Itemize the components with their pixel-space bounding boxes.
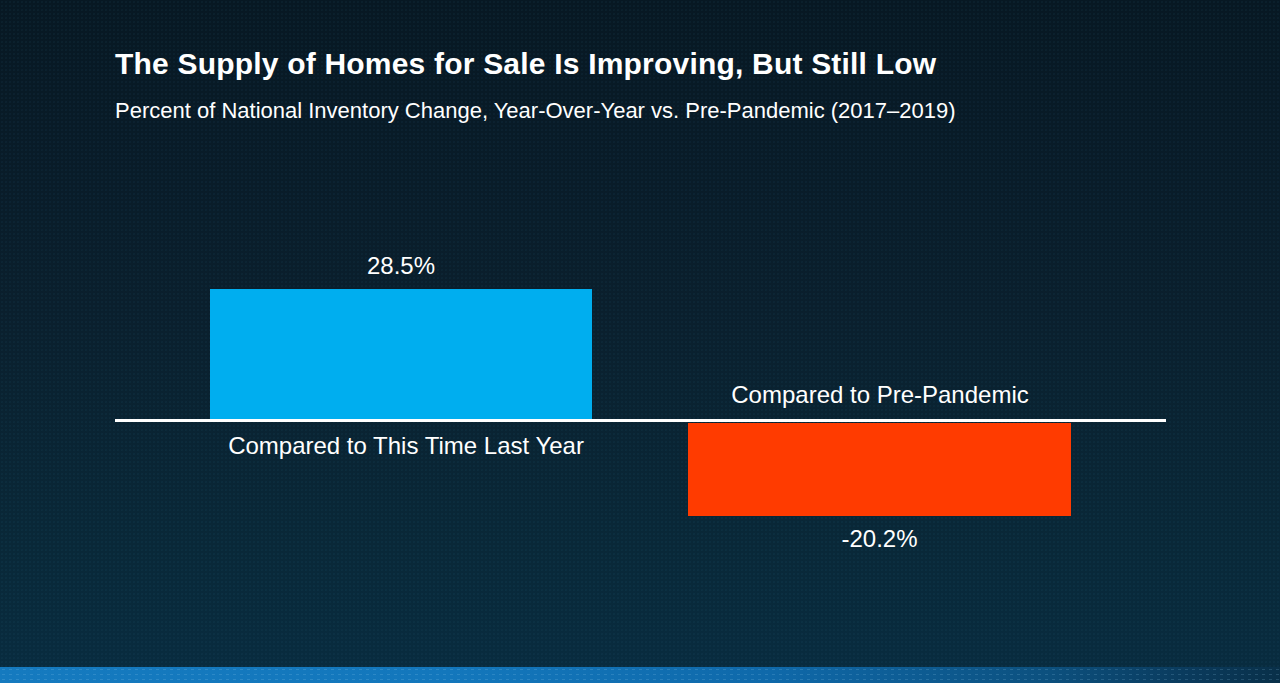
bar-negative-pre-pandemic	[688, 423, 1071, 516]
category-label-last-year: Compared to This Time Last Year	[151, 432, 661, 460]
bar-positive-last-year	[210, 289, 592, 420]
slide-canvas: The Supply of Homes for Sale Is Improvin…	[0, 0, 1280, 683]
zero-baseline-axis	[115, 419, 1166, 422]
chart-subtitle: Percent of National Inventory Change, Ye…	[115, 98, 956, 124]
footer-accent-bar	[0, 667, 1280, 683]
value-label-negative: -20.2%	[688, 525, 1071, 553]
category-label-pre-pandemic: Compared to Pre-Pandemic	[630, 381, 1130, 409]
value-label-positive: 28.5%	[210, 252, 592, 280]
chart-title: The Supply of Homes for Sale Is Improvin…	[115, 47, 936, 81]
